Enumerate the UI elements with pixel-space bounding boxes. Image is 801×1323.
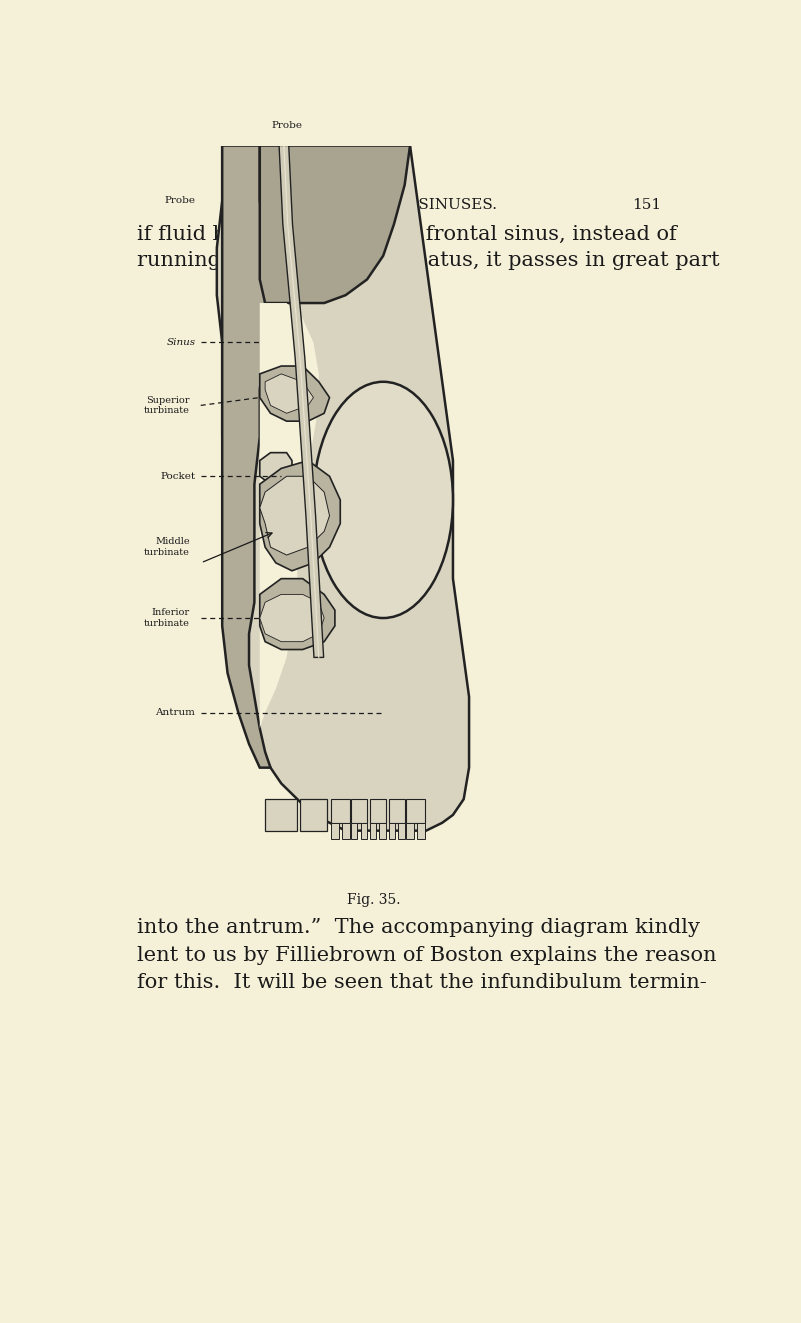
Polygon shape [265,799,297,831]
Text: Pocket: Pocket [160,472,195,480]
Text: Sinus: Sinus [167,337,195,347]
Text: Inferior
turbinate: Inferior turbinate [144,609,190,627]
Polygon shape [260,476,329,556]
Polygon shape [260,578,335,650]
Polygon shape [388,823,395,839]
Polygon shape [260,146,410,303]
Polygon shape [370,823,376,839]
Polygon shape [351,823,357,839]
Text: Superior
turbinate: Superior turbinate [144,396,190,415]
Polygon shape [279,146,324,658]
Text: for this.  It will be seen that the infundibulum termin-: for this. It will be seen that the infun… [138,974,707,992]
Text: Probe: Probe [271,120,302,130]
Text: THE ANATOMY OF THE SINUSES.: THE ANATOMY OF THE SINUSES. [224,197,497,212]
Polygon shape [351,799,367,823]
Text: if fluid be injected into the frontal sinus, instead of: if fluid be injected into the frontal si… [138,225,677,243]
Polygon shape [222,146,271,767]
Polygon shape [406,799,425,823]
Polygon shape [342,823,350,839]
Polygon shape [417,823,425,839]
Polygon shape [260,460,340,570]
Polygon shape [331,799,350,823]
Text: running into the middle meatus, it passes in great part: running into the middle meatus, it passe… [138,251,720,270]
Polygon shape [217,146,469,831]
Polygon shape [370,799,386,823]
Text: Fig. 35.: Fig. 35. [347,893,400,908]
Polygon shape [331,823,339,839]
Text: Antrum: Antrum [155,708,195,717]
Polygon shape [260,594,324,642]
Text: lent to us by Filliebrown of Boston explains the reason: lent to us by Filliebrown of Boston expl… [138,946,717,964]
Polygon shape [398,823,405,839]
Polygon shape [265,374,313,413]
Polygon shape [260,303,319,728]
Polygon shape [260,452,292,484]
Polygon shape [260,366,329,421]
Polygon shape [406,823,414,839]
Ellipse shape [313,382,453,618]
Text: 151: 151 [632,197,661,212]
Text: Middle
turbinate: Middle turbinate [144,537,190,557]
Polygon shape [380,823,386,839]
Text: into the antrum.”  The accompanying diagram kindly: into the antrum.” The accompanying diagr… [138,918,700,938]
Text: Probe: Probe [164,196,195,205]
Polygon shape [388,799,405,823]
Polygon shape [360,823,367,839]
Polygon shape [300,799,327,831]
